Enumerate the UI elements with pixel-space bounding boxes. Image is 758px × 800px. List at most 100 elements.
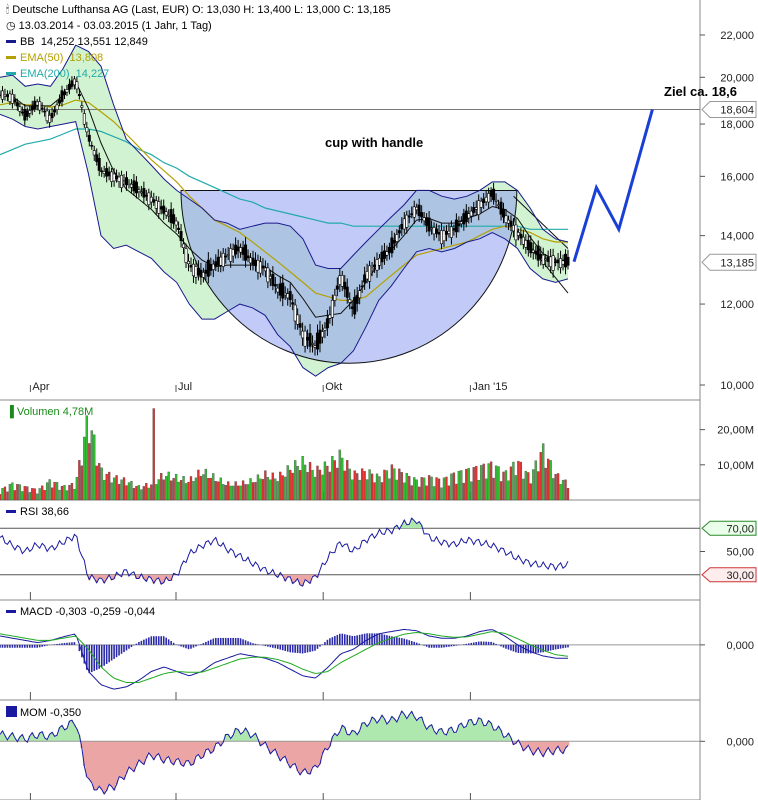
volume-bar xyxy=(209,477,212,501)
volume-bar xyxy=(103,479,106,501)
candle-body xyxy=(8,93,12,102)
candle-body xyxy=(179,231,183,241)
candle-body xyxy=(444,231,448,235)
candle-body xyxy=(484,196,488,203)
volume-tick-label: 20,00M xyxy=(717,425,754,437)
candle-body xyxy=(107,171,111,177)
candle-body xyxy=(127,182,131,185)
volume-bar xyxy=(194,477,198,501)
volume-bar xyxy=(465,468,468,501)
candle-body xyxy=(286,293,290,299)
volume-bar xyxy=(58,489,61,501)
volume-bar xyxy=(13,490,17,501)
macd-legend: MACD -0,303 -0,259 -0,044 xyxy=(6,606,155,619)
volume-bar xyxy=(435,477,438,501)
candle-body xyxy=(541,254,545,265)
candle-body xyxy=(229,248,233,262)
volume-bar xyxy=(100,467,103,501)
candle-body xyxy=(75,81,79,90)
volume-bar xyxy=(323,461,327,501)
volume-bar xyxy=(484,478,488,501)
volume-bar xyxy=(294,460,297,501)
volume-bar xyxy=(338,449,341,501)
candle-body xyxy=(338,275,342,285)
volume-bar xyxy=(157,479,160,501)
volume-bar xyxy=(6,491,9,501)
candle-body xyxy=(474,207,478,210)
price-tick-label: 14,000 xyxy=(720,231,754,243)
volume-bar xyxy=(475,465,478,501)
candle-body xyxy=(115,175,119,179)
candle-body xyxy=(191,263,195,277)
candle-body xyxy=(87,134,91,142)
volume-bar xyxy=(544,467,547,501)
volume-bar xyxy=(162,479,165,501)
volume-bar xyxy=(137,485,141,501)
candle-body xyxy=(278,283,282,296)
macd-line xyxy=(0,628,569,690)
volume-bar xyxy=(251,482,255,501)
volume-bar xyxy=(130,480,133,501)
candle-body xyxy=(464,210,468,223)
volume-bar xyxy=(0,494,2,501)
volume-icon: ▐ xyxy=(6,406,14,418)
legend-title-row: 🕯 Deutsche Lufthansa AG (Last, EUR) O: 1… xyxy=(6,4,391,17)
volume-bar xyxy=(169,480,173,501)
candle-body xyxy=(544,258,548,261)
candle-body xyxy=(85,127,89,133)
candle-body xyxy=(559,258,563,268)
candle-body xyxy=(97,158,101,171)
macd-swatch xyxy=(6,609,16,613)
candle-body xyxy=(105,168,109,177)
volume-bar xyxy=(110,482,113,501)
rsi-legend: RSI 38,66 xyxy=(6,506,69,519)
candle-body xyxy=(276,287,280,293)
candle-body xyxy=(112,173,116,182)
volume-bar xyxy=(23,486,26,501)
volume-bar xyxy=(452,472,456,501)
volume-bar xyxy=(336,467,339,501)
volume-bar xyxy=(222,484,225,501)
mom-legend: MOM -0,350 xyxy=(6,706,81,720)
volume-bar xyxy=(135,486,138,501)
candle-body xyxy=(0,90,4,100)
candle-body xyxy=(33,100,37,110)
volume-bar xyxy=(517,460,520,501)
volume-bar xyxy=(467,468,470,501)
volume-bar xyxy=(331,456,334,501)
candle-body xyxy=(469,210,473,217)
volume-bar xyxy=(529,483,532,501)
candle-body xyxy=(204,269,208,274)
candle-body xyxy=(502,209,506,218)
candle-body xyxy=(251,257,255,265)
volume-bar xyxy=(284,476,287,501)
volume-bar xyxy=(395,479,399,501)
rsi-level-flag xyxy=(701,567,757,583)
volume-bar xyxy=(534,460,537,501)
candle-body xyxy=(249,257,253,264)
rsi-value: 38,66 xyxy=(41,506,69,518)
candle-body xyxy=(531,249,535,253)
candle-body xyxy=(511,225,515,232)
volume-bar xyxy=(537,471,540,501)
volume-bar xyxy=(378,476,381,501)
candle-body xyxy=(221,253,225,267)
volume-bar xyxy=(346,460,349,501)
candle-body xyxy=(172,214,176,224)
candle-body xyxy=(301,330,305,339)
volume-bar xyxy=(308,462,312,501)
candle-body xyxy=(467,213,471,219)
volume-bar xyxy=(65,490,69,501)
volume-bar xyxy=(532,469,535,501)
volume-bar xyxy=(353,470,356,501)
candle-body xyxy=(134,181,138,194)
volume-bar xyxy=(254,482,257,501)
rsi-oversold-fill xyxy=(87,574,319,587)
volume-bar xyxy=(43,490,46,501)
candle-body xyxy=(303,330,307,347)
candle-body xyxy=(358,290,362,299)
volume-bar xyxy=(85,415,88,501)
volume-bar xyxy=(1,488,4,501)
price-tick-label: 20,000 xyxy=(720,72,754,84)
candle-body xyxy=(82,113,86,125)
